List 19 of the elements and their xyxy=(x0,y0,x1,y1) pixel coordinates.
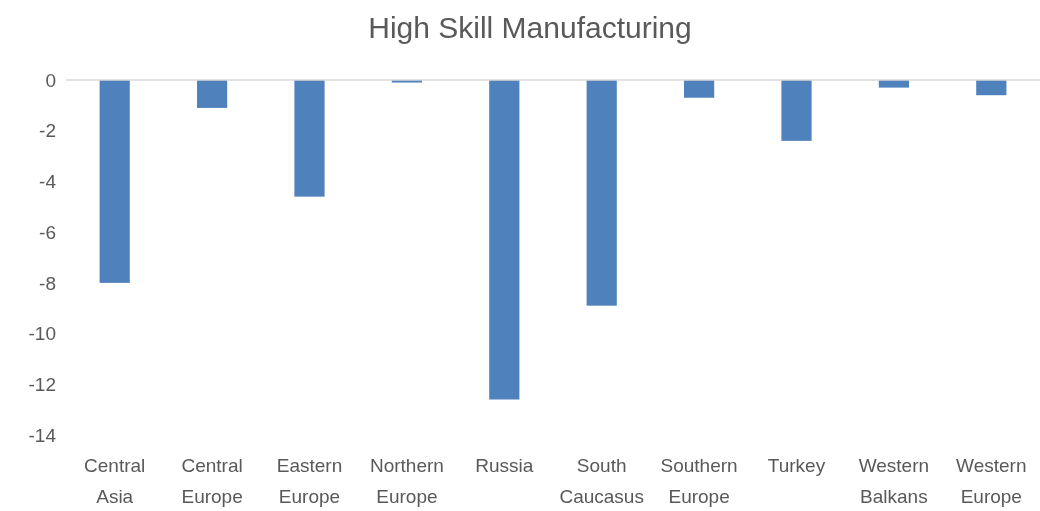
x-tick-label: Southern Europe xyxy=(660,455,738,507)
y-tick-label: -2 xyxy=(39,120,56,142)
x-tick-label: Western Balkans xyxy=(858,455,930,507)
y-tick-label: -6 xyxy=(39,221,56,243)
x-tick-label: Central Asia xyxy=(84,455,146,507)
x-tick-label: Central Europe xyxy=(181,455,243,507)
x-tick-label: Western Europe xyxy=(956,455,1027,507)
x-tick-label: Eastern Europe xyxy=(276,455,343,507)
x-tick-label: Turkey xyxy=(767,455,826,476)
y-tick-label: -4 xyxy=(39,171,57,193)
y-tick-label: -14 xyxy=(28,424,57,446)
x-tick-label: Russia xyxy=(475,455,534,476)
y-tick-label: 0 xyxy=(45,69,56,91)
chart-title: High Skill Manufacturing xyxy=(368,11,692,44)
x-tick-label: Northern Europe xyxy=(369,455,444,507)
y-tick-label: -12 xyxy=(28,373,56,395)
y-tick-label: -8 xyxy=(39,272,56,294)
y-tick-label: -10 xyxy=(28,323,56,345)
x-tick-label: South Caucasus xyxy=(559,455,644,507)
